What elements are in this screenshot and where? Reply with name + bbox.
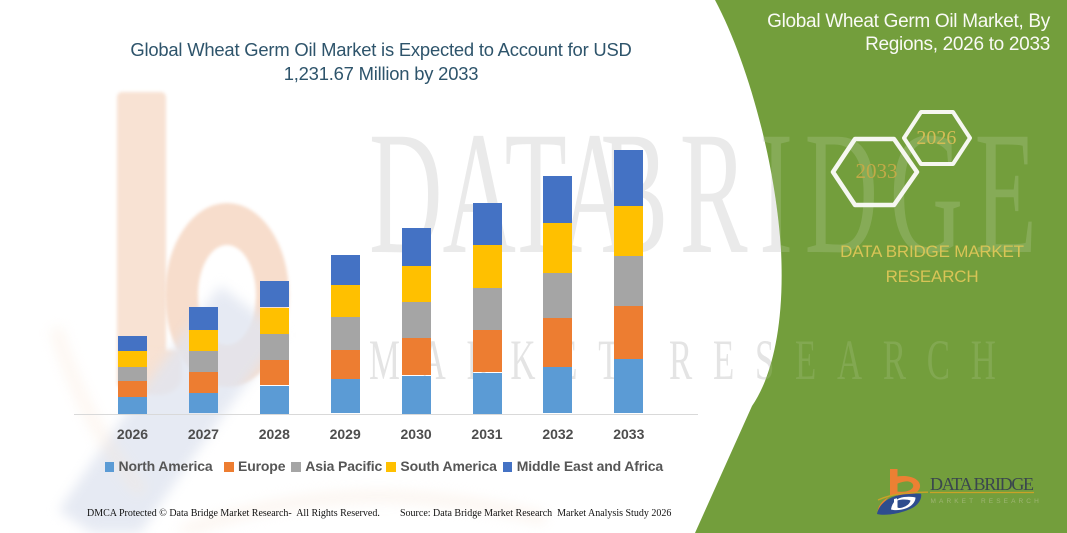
svg-text:DATA BRIDGE: DATA BRIDGE xyxy=(930,474,1034,494)
svg-text:MARKET RESEARCH: MARKET RESEARCH xyxy=(931,498,1042,505)
